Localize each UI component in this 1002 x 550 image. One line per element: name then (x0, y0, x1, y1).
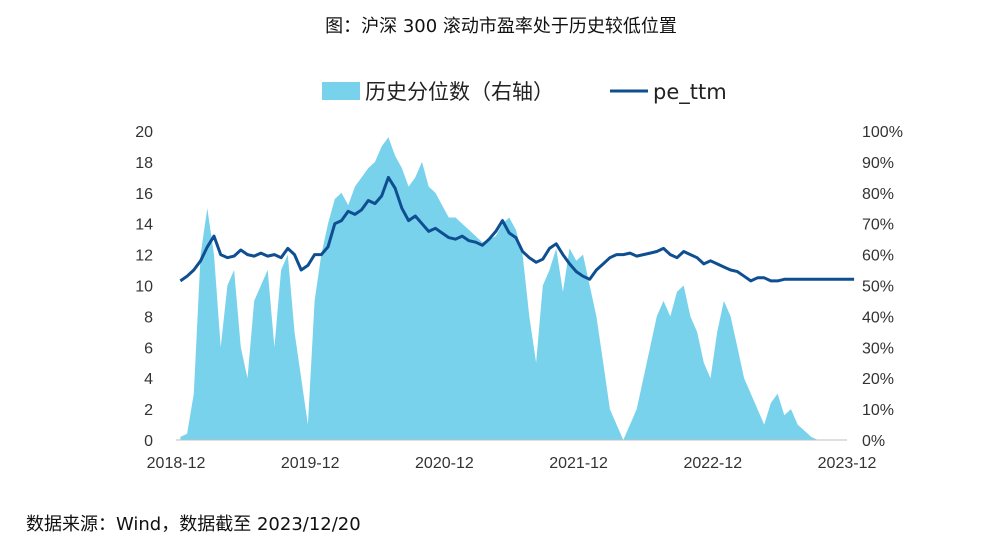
x-axis-tick: 2022-12 (683, 455, 742, 472)
right-axis-tick: 10% (862, 402, 894, 419)
left-axis-tick: 16 (135, 186, 153, 203)
left-axis-tick: 18 (135, 155, 153, 172)
x-axis-tick: 2018-12 (147, 455, 206, 472)
right-axis-tick: 40% (862, 309, 894, 326)
x-axis-tick: 2019-12 (281, 455, 340, 472)
pe-line-layer (179, 175, 855, 283)
x-axis: 2018-12 2019-12 2020-12 2021-12 2022-12 2023-… (147, 439, 877, 472)
left-axis-tick: 2 (144, 402, 153, 419)
left-axis-tick: 0 (144, 433, 153, 450)
x-axis-tick: 2023-12 (818, 455, 877, 472)
right-axis-tick: 50% (862, 279, 894, 296)
left-axis: 0 2 4 6 8 10 12 14 16 18 20 (135, 124, 153, 450)
data-source-note: 数据来源：Wind，数据截至 2023/12/20 (26, 514, 361, 535)
right-axis: 0% 10% 20% 30% 40% 50% 60% 70% 80% 90% 100% (862, 124, 903, 450)
legend-label-pe: pe_ttm (653, 80, 727, 105)
x-axis-tick: 2021-12 (549, 455, 608, 472)
right-axis-tick: 80% (862, 186, 894, 203)
percentile-area-layer (180, 137, 855, 440)
right-axis-tick: 20% (862, 371, 894, 388)
legend-area-swatch (322, 82, 360, 100)
legend-label-percentile: 历史分位数（右轴） (365, 80, 554, 104)
percentile-area (180, 137, 855, 440)
right-axis-tick: 100% (862, 124, 903, 141)
left-axis-tick: 10 (135, 279, 153, 296)
left-axis-tick: 12 (135, 248, 153, 265)
right-axis-tick: 0% (862, 433, 885, 450)
pe-ttm-line (179, 175, 855, 283)
right-axis-tick: 60% (862, 248, 894, 265)
right-axis-tick: 30% (862, 340, 894, 357)
right-axis-tick: 90% (862, 155, 894, 172)
chart-title: 图：沪深 300 滚动市盈率处于历史较低位置 (325, 16, 677, 37)
left-axis-tick: 6 (144, 340, 153, 357)
left-axis-tick: 14 (135, 217, 153, 234)
legend: 历史分位数（右轴） pe_ttm (322, 80, 727, 105)
x-axis-tick: 2020-12 (415, 455, 474, 472)
left-axis-tick: 4 (144, 371, 153, 388)
left-axis-tick: 8 (144, 309, 153, 326)
left-axis-tick: 20 (135, 124, 153, 141)
right-axis-tick: 70% (862, 217, 894, 234)
